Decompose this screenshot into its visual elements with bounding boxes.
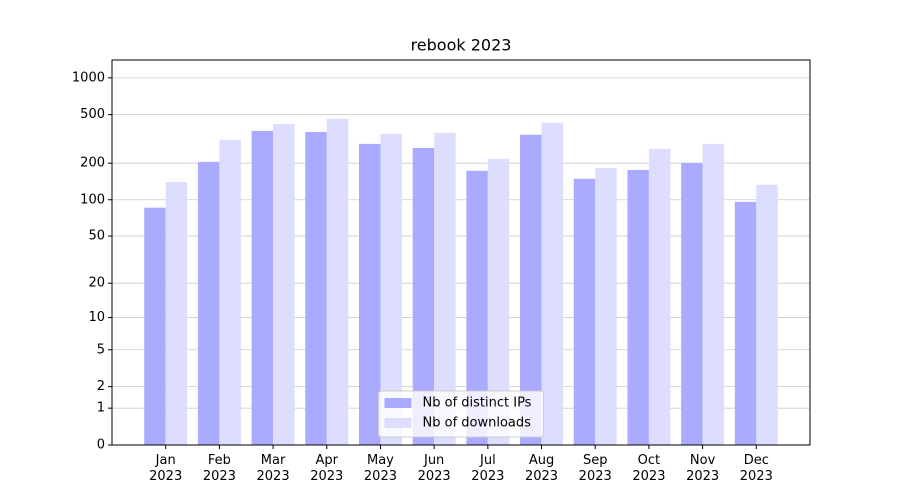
y-tick-label: 20 (88, 276, 105, 291)
legend-box (378, 390, 544, 438)
y-tick-label: 200 (80, 156, 105, 171)
bar (412, 147, 435, 445)
bar (702, 143, 725, 445)
legend: Nb of distinct IPs Nb of downloads (378, 390, 544, 438)
y-tick-label: 100 (80, 192, 105, 207)
bar (251, 130, 274, 445)
bar (144, 207, 166, 445)
bar (466, 170, 488, 445)
bar (219, 139, 241, 446)
bar (541, 122, 564, 445)
bar (648, 148, 671, 445)
x-tick-label: Jul 2023 (471, 453, 505, 484)
x-tick-label: Dec 2023 (739, 453, 773, 484)
legend-label: Nb of distinct IPs (423, 396, 532, 411)
legend-label: Nb of downloads (423, 416, 532, 431)
bar (681, 162, 703, 445)
x-tick-label: Jun 2023 (417, 453, 451, 484)
bar (273, 123, 295, 445)
bar (380, 133, 402, 445)
y-tick-label: 5 (97, 342, 105, 357)
bar (326, 118, 349, 446)
bar (358, 143, 381, 445)
y-tick-label: 2 (97, 379, 105, 394)
y-tick-label: 500 (80, 107, 105, 122)
y-tick-label: 1 (97, 401, 105, 416)
bar (573, 178, 596, 445)
y-tick-label: 0 (97, 438, 105, 453)
legend-swatch (384, 418, 412, 428)
x-tick-label: Sep 2023 (578, 453, 612, 484)
bar (165, 182, 188, 445)
x-tick-label: Aug 2023 (524, 453, 559, 484)
x-tick-label: May 2023 (363, 453, 397, 484)
plot-frame (111, 59, 811, 446)
bar (756, 184, 778, 445)
x-tick-label: Apr 2023 (310, 453, 344, 484)
bar (595, 167, 617, 445)
bar (520, 134, 542, 445)
y-tick-label: 1000 (72, 70, 105, 85)
bar (197, 161, 220, 446)
y-tick-label: 10 (88, 310, 105, 325)
chart-title: rebook 2023 (411, 36, 512, 55)
bar (734, 201, 757, 445)
bar (627, 169, 649, 445)
x-tick-label: Oct 2023 (632, 453, 666, 484)
bar (434, 132, 456, 445)
x-tick-label: Nov 2023 (686, 453, 720, 484)
y-tick-label: 50 (88, 229, 105, 244)
x-tick-label: Feb 2023 (202, 453, 236, 484)
x-tick-label: Jan 2023 (149, 453, 183, 484)
bar (305, 131, 327, 446)
legend-swatch (384, 398, 412, 408)
x-tick-label: Mar 2023 (256, 453, 290, 484)
bar (487, 158, 510, 445)
